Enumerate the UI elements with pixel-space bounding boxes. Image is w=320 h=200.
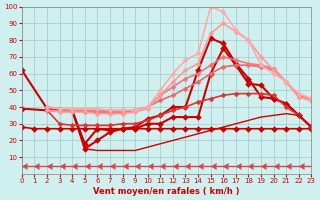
- X-axis label: Vent moyen/en rafales ( km/h ): Vent moyen/en rafales ( km/h ): [93, 187, 240, 196]
